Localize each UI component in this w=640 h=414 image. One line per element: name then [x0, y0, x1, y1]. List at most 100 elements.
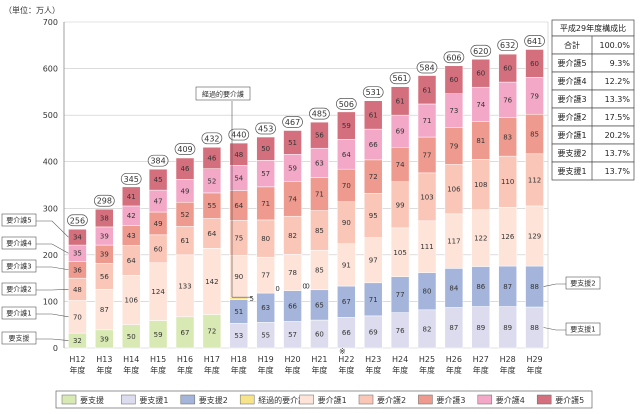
total-bubble [228, 128, 250, 141]
segment-value-label: 59 [288, 165, 297, 173]
left-label-text: 要介護4 [6, 239, 32, 248]
bar-stack-H16: 67 133 61 52 49 46 409 [174, 143, 196, 349]
legend-label: 経過的要介護 [258, 395, 306, 405]
segment-value-label: 73 [449, 107, 458, 115]
segment-value-label: 71 [315, 191, 324, 199]
segment-value-label: 69 [396, 128, 405, 136]
segment-value-label: 60 [530, 60, 539, 68]
total-bubble [443, 51, 465, 64]
total-bubble [524, 35, 545, 47]
bar-segment [498, 53, 517, 83]
right-label-text: 要支援2 [570, 279, 595, 288]
left-label-leader [36, 266, 69, 271]
composition-table-title: 平成29年度構成比 [560, 23, 626, 33]
total-bubble [389, 72, 411, 85]
segment-value-label: 90 [234, 273, 243, 281]
composition-row-value: 13.7% [605, 167, 631, 176]
segment-value-label: 82 [288, 232, 297, 240]
x-tick-label: H24 [392, 355, 408, 364]
x-tick-label: H19 [258, 355, 274, 364]
x-axis: H12年度H13年度H14年度H15年度H16年度H17年度H18年度H19年度… [69, 347, 542, 375]
left-label-box [1, 213, 37, 227]
segment-value-label: 39 [100, 232, 109, 240]
composition-row-label: 要介護2 [557, 112, 586, 122]
segment-value-label: 71 [369, 296, 378, 304]
bar-segment [148, 168, 168, 191]
legend-label: 要介護4 [496, 395, 525, 405]
segment-value-label: 49 [181, 187, 190, 195]
segment-value-label: 76 [503, 96, 512, 104]
segment-value-label: 85 [315, 227, 324, 235]
segment-value-label: 60 [154, 245, 163, 253]
bar-stack-H12: 32 70 48 36 35 34 256 [67, 214, 88, 349]
left-label-box [1, 306, 37, 320]
total-bubble [67, 214, 88, 227]
total-value-label: 432 [204, 134, 219, 143]
segment-value-label: 51 [234, 308, 243, 316]
segment-value-label: 77 [423, 151, 432, 159]
segment-value-label: 106 [125, 297, 139, 305]
legend-swatch [239, 394, 255, 405]
segment-value-label: 117 [447, 238, 460, 246]
segment-value-label: 61 [396, 97, 405, 105]
bar-stack-H24: 76 77 105 99 74 69 61 561 [389, 72, 411, 349]
total-bubble [497, 39, 519, 52]
segment-value-label: 79 [530, 92, 539, 100]
legend-swatch [61, 394, 77, 405]
composition-row-value: 9.3% [610, 59, 631, 68]
right-label-box [565, 322, 601, 336]
total-bubble [174, 143, 196, 155]
left-label-box [1, 236, 37, 250]
segment-value-label: 49 [154, 220, 163, 228]
x-tick-label: H28 [500, 355, 516, 364]
bar-stack-H14: 50 106 64 43 42 41 345 [120, 172, 142, 349]
segment-value-label: 60 [476, 70, 485, 78]
segment-value-label: 45 [154, 176, 163, 184]
segment-value-label: 74 [476, 101, 485, 109]
segment-value-label: 61 [369, 111, 378, 119]
segment-value-label: 88 [530, 283, 539, 291]
right-label-text: 要支援1 [570, 325, 595, 334]
bar-stack-H19: 55 63 77 80 71 57 50 453 [255, 122, 277, 349]
segment-value-label: 64 [127, 257, 136, 265]
segment-value-label: 41 [127, 193, 136, 201]
x-tick-suffix: 年度 [500, 365, 516, 375]
segment-value-label: 89 [476, 324, 485, 332]
x-tick-label: H18 [231, 355, 247, 364]
left-label-leader [36, 289, 69, 291]
y-tick-label: 600 [43, 65, 58, 74]
segment-value-label: 67 [342, 298, 351, 306]
segment-value-label: 55 [261, 332, 270, 340]
bar-segment [121, 186, 141, 207]
segment-value-label: 77 [261, 272, 270, 280]
legend-swatch [418, 394, 433, 405]
bar-segment [175, 157, 195, 180]
segment-value-label: 79 [449, 143, 458, 151]
legend-swatch [121, 394, 136, 405]
composition-row-label: 要介護3 [557, 94, 586, 104]
total-value-label: 606 [446, 53, 461, 62]
segment-value-label: 129 [528, 232, 541, 240]
x-tick-label: H14 [123, 355, 139, 364]
segment-value-label: 65 [315, 301, 324, 309]
segment-value-label: 66 [369, 141, 378, 149]
bar-segment [525, 49, 544, 78]
bar-segment [310, 121, 329, 149]
x-tick-suffix: 年度 [392, 365, 408, 375]
x-tick-label: H21 [311, 355, 327, 364]
y-tick-label: 100 [43, 297, 58, 306]
segment-value-label: 42 [127, 212, 136, 220]
segment-value-label: 84 [449, 284, 458, 292]
bar-stack-H23: 69 71 97 95 72 66 61 531 [362, 86, 384, 349]
segment-value-label: 51 [288, 139, 297, 147]
x-tick-label: H16 [177, 355, 193, 364]
x-tick-label: H12 [69, 355, 85, 364]
x-tick-suffix: 年度 [446, 365, 462, 375]
total-bubble [416, 61, 438, 74]
x-tick-label: H22 [338, 355, 354, 364]
segment-value-label: 75 [234, 234, 243, 242]
unit-label: （単位：万人） [4, 5, 60, 15]
total-bubble [120, 172, 142, 185]
segment-value-label: 99 [396, 201, 405, 209]
